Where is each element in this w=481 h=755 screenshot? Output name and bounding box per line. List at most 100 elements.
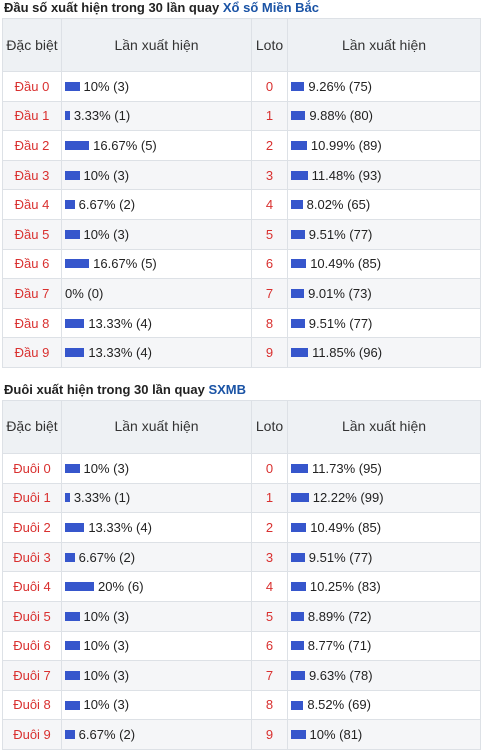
dau-title-link[interactable]: Xổ số Miền Bắc [222,0,319,15]
duoi-row-loto: 9 [251,719,288,750]
dau-loto-bar [291,111,306,121]
dau-count-bar [65,318,85,328]
dau-row-loto: 0 [251,71,288,102]
dau-row: Đầu 4 6.67% (2) 4 8.02% (65) [2,189,481,220]
duoi-header-row: Đặc biệt Lần xuất hiện Loto Lần xuất hiệ… [2,399,481,454]
dau-row-loto: 5 [251,218,288,250]
dau-row: Đầu 7 0% (0) 7 9.01% (73) [2,278,481,309]
duoi-row-loto: 4 [251,571,288,602]
duoi-row-loto-count-cell: 8.89% (72) [287,600,481,632]
duoi-row: Đuôi 6 10% (3) 6 8.77% (71) [2,630,481,662]
duoi-row-label: Đuôi 6 [2,630,62,662]
dau-row-loto: 2 [251,130,288,161]
duoi-count-bar [65,611,80,621]
dau-row-loto-count-cell: 10.49% (85) [287,248,481,280]
dau-loto-count-text: 10.99% (89) [310,137,382,153]
duoi-loto-count-text: 9.51% (77) [308,549,373,565]
dau-row-label: Đầu 4 [2,189,62,220]
duoi-count-bar [65,730,75,740]
duoi-row: Đuôi 2 13.33% (4) 2 10.49% (85) [2,512,481,543]
dau-loto-count-text: 8.02% (65) [306,197,371,213]
duoi-row-count-cell: 6.67% (2) [61,541,252,573]
dau-loto-bar [291,200,303,210]
dau-row-label: Đầu 6 [2,248,62,280]
dau-row: Đầu 3 10% (3) 3 11.48% (93) [2,159,481,191]
duoi-row-count-cell: 10% (3) [61,630,252,662]
duoi-row-label: Đuôi 0 [2,452,62,484]
dau-row: Đầu 5 10% (3) 5 9.51% (77) [2,218,481,250]
dau-row-loto: 1 [251,100,288,132]
duoi-count-text: 10% (3) [83,638,130,654]
duoi-row: Đuôi 7 10% (3) 7 9.63% (78) [2,660,481,691]
dau-table: Đặc biệt Lần xuất hiện Loto Lần xuất hiệ… [2,18,481,368]
duoi-row-count-cell: 10% (3) [61,660,252,691]
duoi-loto-count-text: 8.52% (69) [307,697,371,713]
duoi-row-label: Đuôi 9 [2,719,62,750]
dau-loto-count-text: 10.49% (85) [310,256,382,272]
dau-row-loto-count-cell: 9.26% (75) [287,71,481,102]
duoi-loto-bar [291,611,304,621]
dau-row-loto-count-cell: 9.51% (77) [287,218,481,250]
dau-count-text: 3.33% (1) [73,108,131,124]
dau-loto-bar [291,348,309,358]
duoi-row-label: Đuôi 7 [2,660,62,691]
duoi-count-bar [65,522,85,532]
dau-row-loto-count-cell: 8.02% (65) [287,189,481,220]
duoi-table-body: Đuôi 0 10% (3) 0 11.73% (95) Đuôi 1 3.33% (1)… [2,452,481,750]
dau-row-label: Đầu 7 [2,278,62,309]
dau-count-text: 16.67% (5) [93,137,157,153]
dau-row-loto: 3 [251,159,288,191]
duoi-count-bar [65,493,70,503]
dau-loto-count-text: 11.48% (93) [311,167,382,183]
dau-header-loto: Loto [251,18,288,72]
duoi-row-loto-count-cell: 8.52% (69) [287,689,481,721]
dau-row: Đầu 8 13.33% (4) 8 9.51% (77) [2,307,481,339]
duoi-count-text: 6.67% (2) [78,727,136,743]
duoi-row-count-cell: 20% (6) [61,571,252,602]
dau-count-text: 10% (3) [83,167,130,183]
duoi-row-loto: 0 [251,452,288,484]
dau-count-text: 13.33% (4) [88,315,152,331]
dau-row: Đầu 2 16.67% (5) 2 10.99% (89) [2,130,481,161]
dau-row-count-cell: 0% (0) [61,278,252,309]
duoi-row-label: Đuôi 4 [2,571,62,602]
duoi-row-loto: 7 [251,660,288,691]
duoi-row-loto-count-cell: 9.51% (77) [287,541,481,573]
duoi-row: Đuôi 0 10% (3) 0 11.73% (95) [2,452,481,484]
dau-loto-bar [291,289,305,299]
duoi-row-loto: 8 [251,689,288,721]
dau-count-text: 10% (3) [83,78,130,94]
dau-count-text: 0% (0) [65,285,104,301]
duoi-loto-count-text: 10.25% (83) [309,579,381,595]
dau-loto-count-text: 9.26% (75) [308,78,373,94]
duoi-count-bar [65,463,80,473]
duoi-row: Đuôi 3 6.67% (2) 3 9.51% (77) [2,541,481,573]
dau-row-label: Đầu 0 [2,71,62,102]
dau-header-row: Đặc biệt Lần xuất hiện Loto Lần xuất hiệ… [2,18,481,72]
dau-section: Đầu số xuất hiện trong 30 lần quay Xổ số… [0,0,481,368]
duoi-section: Đuôi xuất hiện trong 30 lần quay SXMB Đặ… [0,382,481,750]
duoi-row-loto: 5 [251,600,288,632]
duoi-row-loto: 3 [251,541,288,573]
dau-count-bar [65,229,80,239]
duoi-title-link[interactable]: SXMB [208,381,246,397]
duoi-row-label: Đuôi 8 [2,689,62,721]
dau-loto-bar [291,318,305,328]
duoi-loto-count-text: 9.63% (78) [308,667,373,683]
duoi-loto-bar [291,493,309,503]
dau-row-count-cell: 3.33% (1) [61,100,252,132]
dau-row-loto: 6 [251,248,288,280]
dau-count-bar [65,200,75,210]
duoi-count-bar [65,670,80,680]
dau-loto-count-text: 11.85% (96) [312,345,383,361]
dau-header-dacbiet: Đặc biệt [2,18,62,72]
duoi-loto-count-text: 10.49% (85) [310,519,382,535]
duoi-loto-count-text: 12.22% (99) [312,490,384,506]
duoi-count-bar [65,641,80,651]
duoi-row-loto: 1 [251,482,288,514]
section-gap [0,368,481,382]
dau-row-label: Đầu 1 [2,100,62,132]
duoi-row-loto-count-cell: 9.63% (78) [287,660,481,691]
duoi-loto-bar [291,641,304,651]
dau-loto-bar [291,81,305,91]
